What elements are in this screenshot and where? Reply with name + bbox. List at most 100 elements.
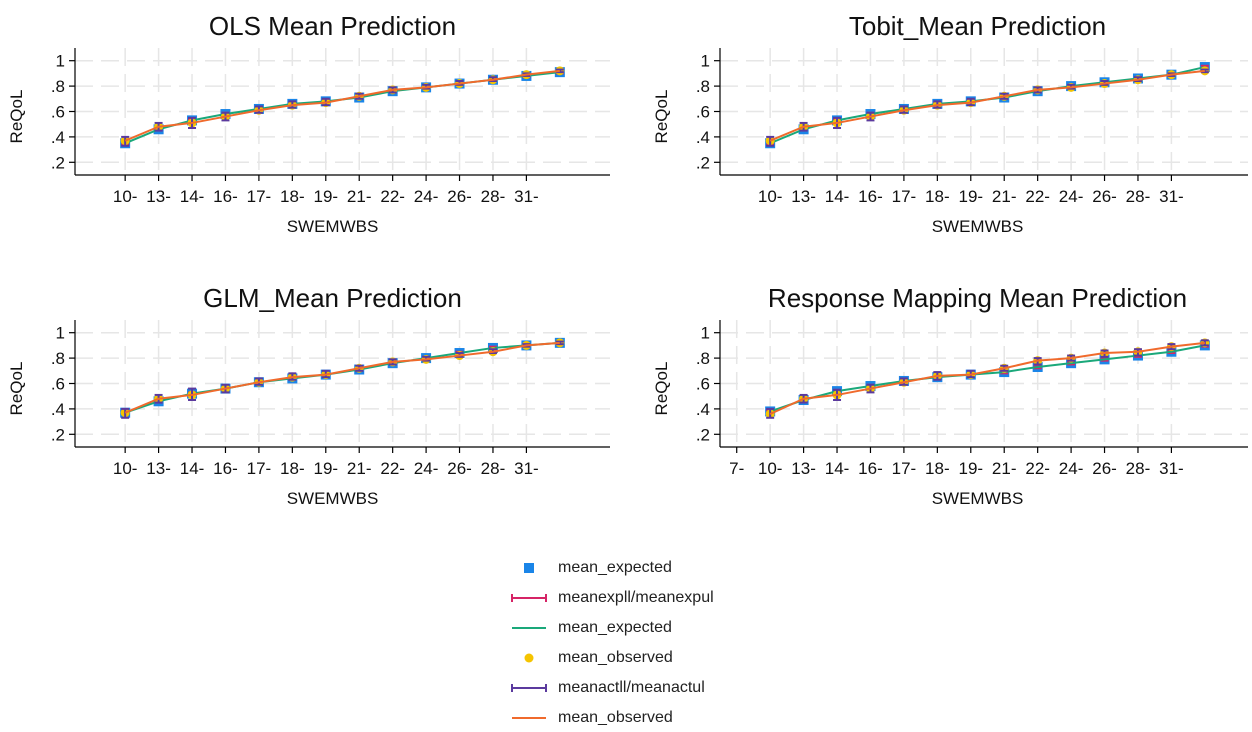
x-tick-label: 19- bbox=[958, 187, 983, 206]
x-tick-label: 19- bbox=[958, 459, 983, 478]
legend-item-expected-marker: mean_expected bbox=[500, 556, 820, 580]
x-tick-label: 22- bbox=[380, 459, 405, 478]
y-tick-label: 1 bbox=[56, 52, 65, 71]
x-tick-label: 14- bbox=[180, 459, 205, 478]
dot-marker-icon bbox=[524, 653, 534, 663]
legend-label: mean_observed bbox=[558, 709, 673, 726]
x-tick-label: 24- bbox=[414, 187, 439, 206]
x-tick-label: 14- bbox=[180, 187, 205, 206]
capped-line-icon bbox=[511, 594, 547, 602]
chart-panel-2: 1 .8 .6 .4 .2 10- 13- 14- 16- 17- 18- 19- 21- 22- 24- 2… bbox=[652, 11, 1248, 236]
y-tick-label: .4 bbox=[51, 400, 65, 419]
x-tick-label: 31- bbox=[514, 187, 539, 206]
legend-square bbox=[524, 563, 534, 573]
chart-title: OLS Mean Prediction bbox=[209, 11, 456, 41]
x-tick-label: 24- bbox=[414, 459, 439, 478]
x-tick-label: 26- bbox=[1092, 459, 1117, 478]
y-tick-label: .2 bbox=[51, 153, 65, 172]
y-tick-label: .8 bbox=[696, 349, 710, 368]
x-tick-label: 17- bbox=[247, 459, 272, 478]
x-tick-label: 21- bbox=[992, 187, 1017, 206]
legend-label: meanexpll/meanexpul bbox=[558, 589, 714, 606]
x-tick-label: 21- bbox=[347, 187, 372, 206]
chart-title: Tobit_Mean Prediction bbox=[849, 11, 1106, 41]
x-tick-label: 19- bbox=[313, 459, 338, 478]
y-tick-label: .6 bbox=[696, 103, 710, 122]
x-tick-label: 22- bbox=[1025, 459, 1050, 478]
chart-title: Response Mapping Mean Prediction bbox=[768, 283, 1187, 313]
legend-item-observed-ci: meanactll/meanactul bbox=[500, 676, 820, 700]
chart-panel-3: 1 .8 .6 .4 .2 10- 13- 14- 16- 17- 18- 19- 21- 22- 24- 2… bbox=[7, 283, 610, 508]
legend-label: meanactll/meanactul bbox=[558, 679, 705, 696]
y-axis-title: ReQoL bbox=[7, 362, 26, 416]
observed-line bbox=[124, 341, 560, 414]
x-tick-label: 13- bbox=[791, 459, 816, 478]
x-tick-label: 21- bbox=[347, 459, 372, 478]
x-tick-label: 13- bbox=[791, 187, 816, 206]
y-tick-label: .4 bbox=[696, 400, 710, 419]
x-tick-label: 21- bbox=[992, 459, 1017, 478]
x-tick-label: 10- bbox=[113, 459, 138, 478]
x-axis-title: SWEMWBS bbox=[287, 217, 379, 236]
y-tick-label: .6 bbox=[51, 103, 65, 122]
legend-label: mean_observed bbox=[558, 649, 673, 666]
x-tick-label: 13- bbox=[146, 459, 171, 478]
x-tick-label: 13- bbox=[146, 187, 171, 206]
x-tick-label: 28- bbox=[481, 459, 506, 478]
x-tick-label: 16- bbox=[858, 187, 883, 206]
x-tick-label: 24- bbox=[1059, 459, 1084, 478]
x-tick-label: 31- bbox=[1159, 459, 1184, 478]
x-tick-label: 19- bbox=[313, 187, 338, 206]
chart-panel-1: 1 .8 .6 .4 .2 10- 13- 14- 16- 17- 18- 19- 21- 22- 24- 2… bbox=[7, 11, 610, 236]
legend-item-observed-line: mean_observed bbox=[500, 706, 820, 730]
observed-line bbox=[769, 69, 1205, 142]
x-tick-label: 10- bbox=[113, 187, 138, 206]
y-tick-label: .2 bbox=[51, 425, 65, 444]
expected-line bbox=[769, 344, 1206, 413]
x-tick-label: 28- bbox=[1126, 459, 1151, 478]
figure: 1.8.6.4.210- 13- 14- 16- 17- 18- 19- 21- 22- 24- 2… bbox=[7, 11, 1248, 508]
y-tick-label: .6 bbox=[696, 375, 710, 394]
x-tick-label: 7- bbox=[729, 459, 744, 478]
x-tick-label: 22- bbox=[1025, 187, 1050, 206]
y-tick-label: .4 bbox=[696, 128, 710, 147]
x-tick-label: 17- bbox=[892, 187, 917, 206]
x-tick-label: 28- bbox=[1126, 187, 1151, 206]
x-tick-label: 16- bbox=[213, 187, 238, 206]
observed-line bbox=[769, 341, 1205, 415]
x-tick-label: 18- bbox=[280, 187, 305, 206]
y-tick-label: .8 bbox=[51, 77, 65, 96]
legend-item-observed-marker: mean_observed bbox=[500, 646, 820, 670]
line-icon bbox=[512, 717, 546, 719]
y-tick-label: .8 bbox=[51, 349, 65, 368]
y-axis-title: ReQoL bbox=[7, 90, 26, 144]
x-tick-label: 10- bbox=[758, 459, 783, 478]
x-tick-label: 18- bbox=[280, 459, 305, 478]
square-marker-icon bbox=[524, 563, 534, 573]
observed-line bbox=[124, 69, 560, 142]
y-tick-label: .4 bbox=[51, 128, 65, 147]
x-tick-label: 31- bbox=[514, 459, 539, 478]
x-tick-label: 26- bbox=[447, 459, 472, 478]
legend-item-expected-line: mean_expected bbox=[500, 616, 820, 640]
line-icon bbox=[512, 627, 546, 629]
y-tick-label: 1 bbox=[701, 52, 710, 71]
y-tick-label: .2 bbox=[696, 425, 710, 444]
x-tick-label: 31- bbox=[1159, 187, 1184, 206]
legend-label: mean_expected bbox=[558, 559, 672, 576]
x-tick-label: 28- bbox=[481, 187, 506, 206]
x-tick-label: 24- bbox=[1059, 187, 1084, 206]
chart-title: GLM_Mean Prediction bbox=[203, 283, 462, 313]
legend: mean_expected meanexpll/meanexpul mean_e… bbox=[500, 556, 820, 732]
x-tick-label: 18- bbox=[925, 187, 950, 206]
x-tick-label: 10- bbox=[758, 187, 783, 206]
legend-dot bbox=[524, 653, 534, 663]
legend-item-expected-ci: meanexpll/meanexpul bbox=[500, 586, 820, 610]
y-tick-label: .6 bbox=[51, 375, 65, 394]
y-tick-label: 1 bbox=[56, 324, 65, 343]
y-axis-title: ReQoL bbox=[652, 90, 671, 144]
x-tick-label: 16- bbox=[213, 459, 238, 478]
x-tick-label: 26- bbox=[447, 187, 472, 206]
y-tick-label: .8 bbox=[696, 77, 710, 96]
x-tick-label: 16- bbox=[858, 459, 883, 478]
